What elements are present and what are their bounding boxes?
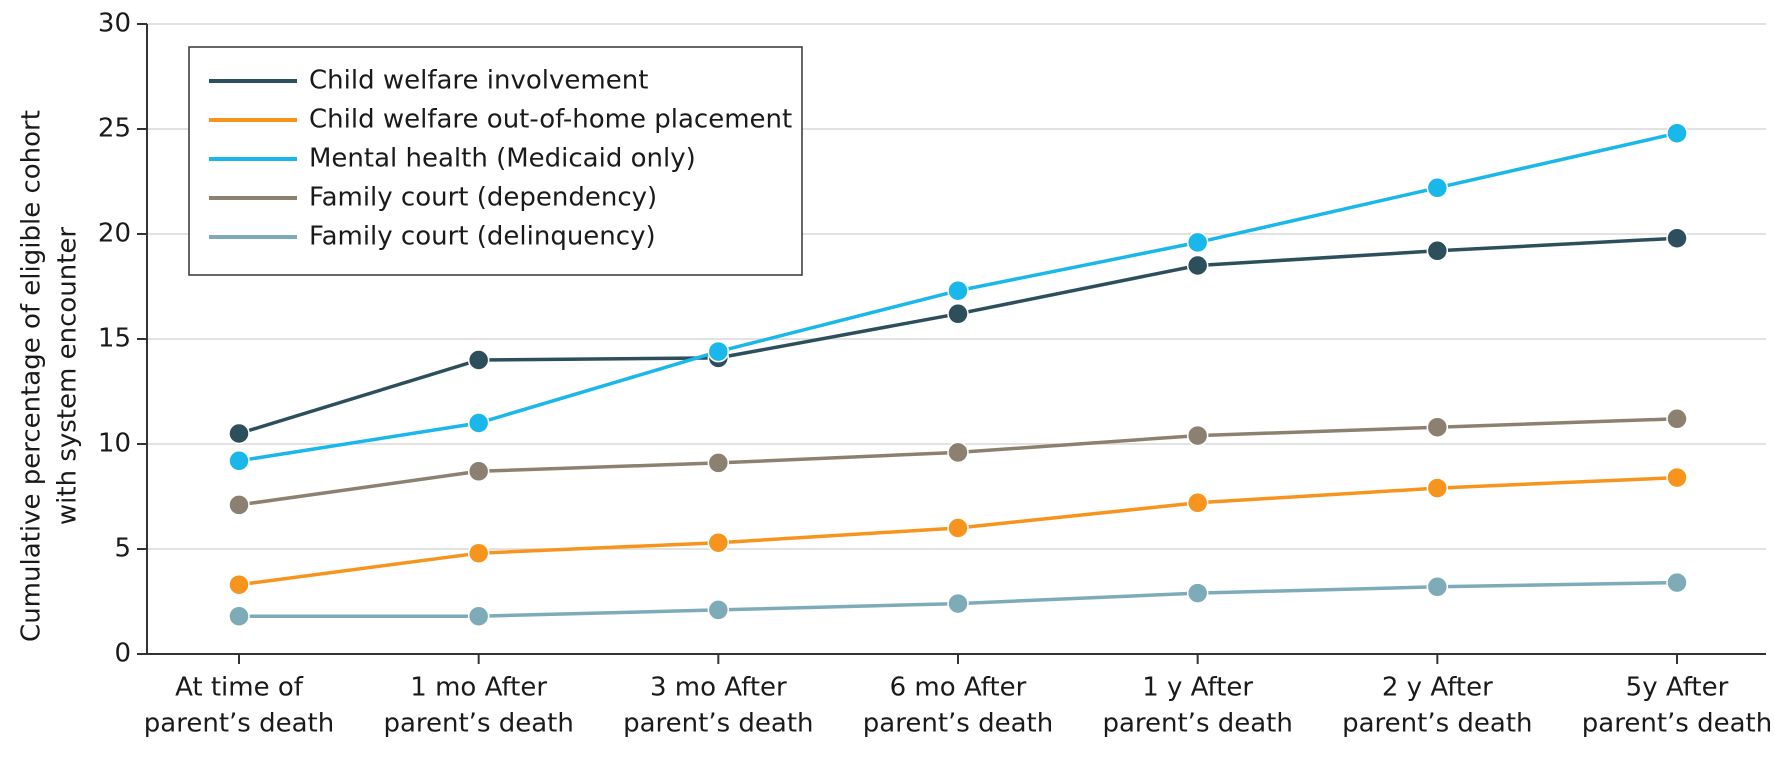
data-point xyxy=(228,573,250,596)
data-point xyxy=(947,592,969,615)
x-tick-label: parent’s death xyxy=(1102,709,1292,739)
data-point xyxy=(1186,492,1209,514)
data-point xyxy=(707,452,730,474)
data-point xyxy=(1426,416,1449,438)
x-tick-label: parent’s death xyxy=(1582,709,1772,739)
y-tick-label: 30 xyxy=(98,9,131,39)
legend-label: Family court (dependency) xyxy=(309,183,657,213)
data-point xyxy=(467,412,490,434)
data-point xyxy=(228,605,250,627)
legend-label: Family court (delinquency) xyxy=(309,222,656,252)
data-point xyxy=(228,422,250,445)
data-point xyxy=(947,517,969,539)
data-point xyxy=(228,450,250,472)
legend-label: Mental health (Medicaid only) xyxy=(309,144,696,174)
data-point xyxy=(1426,240,1449,262)
data-point xyxy=(1666,571,1688,594)
data-point xyxy=(467,605,490,627)
x-tick-label: parent’s death xyxy=(623,709,813,739)
legend-label: Child welfare involvement xyxy=(309,66,648,96)
y-tick-label: 20 xyxy=(98,219,131,249)
x-tick-label: parent’s death xyxy=(383,709,573,739)
data-point xyxy=(947,441,969,464)
data-point xyxy=(1666,466,1688,489)
data-point xyxy=(1186,254,1209,277)
data-point xyxy=(467,460,490,483)
x-tick-label: 3 mo After xyxy=(650,673,787,703)
data-point xyxy=(707,531,730,554)
data-point xyxy=(707,340,730,363)
x-tick-label: 1 y After xyxy=(1142,673,1253,703)
data-point xyxy=(467,349,490,371)
x-tick-label: parent’s death xyxy=(144,709,334,739)
data-point xyxy=(707,599,730,621)
x-tick-label: parent’s death xyxy=(863,709,1053,739)
data-point xyxy=(1426,177,1449,199)
data-point xyxy=(1186,231,1209,254)
x-tick-label: 5y After xyxy=(1626,673,1729,703)
data-point xyxy=(947,303,969,325)
y-label-line: Cumulative percentage of eligible cohort xyxy=(17,110,47,642)
y-tick-label: 5 xyxy=(114,534,131,564)
y-tick-label: 15 xyxy=(98,324,131,354)
y-label-line: with system encounter xyxy=(53,227,83,526)
y-tick-label: 0 xyxy=(114,639,131,669)
x-tick-label: parent’s death xyxy=(1342,709,1532,739)
data-point xyxy=(1666,122,1688,144)
x-tick-label: 6 mo After xyxy=(890,673,1027,703)
data-point xyxy=(1426,477,1449,499)
legend-label: Child welfare out-of-home placement xyxy=(309,105,792,135)
data-point xyxy=(467,542,490,564)
data-point xyxy=(1666,408,1688,430)
data-point xyxy=(1186,582,1209,604)
data-point xyxy=(1426,576,1449,598)
x-tick-label: 1 mo After xyxy=(410,673,547,703)
y-axis-title: Cumulative percentage of eligible cohort… xyxy=(17,110,83,642)
data-point xyxy=(1186,424,1209,447)
data-point xyxy=(947,279,969,302)
x-tick-label: At time of xyxy=(175,673,304,703)
y-tick-label: 25 xyxy=(98,114,131,144)
data-point xyxy=(1666,227,1688,249)
y-tick-label: 10 xyxy=(98,429,131,459)
data-point xyxy=(228,494,250,516)
x-tick-label: 2 y After xyxy=(1382,673,1493,703)
